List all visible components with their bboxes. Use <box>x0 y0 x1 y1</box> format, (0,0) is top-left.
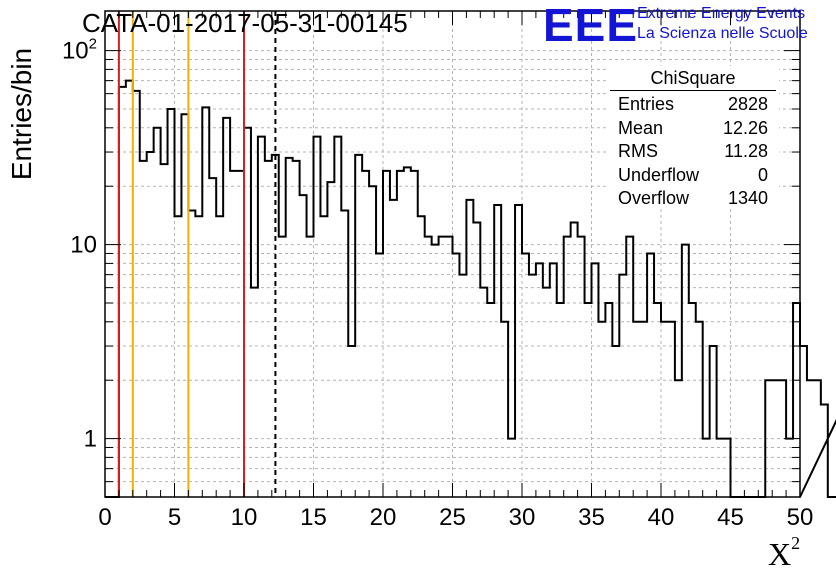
stat-label: RMS <box>618 141 658 161</box>
x-tick-label: 45 <box>717 504 744 531</box>
x-tick-label: 40 <box>648 504 675 531</box>
y-tick-label: 10 <box>70 232 97 259</box>
x-tick-label: 5 <box>168 504 181 531</box>
logo-line2: La Scienza nelle Scuole <box>637 25 808 42</box>
stat-value: 12.26 <box>722 117 768 138</box>
x-tick-label: 20 <box>370 504 397 531</box>
stats-title: ChiSquare <box>610 68 776 91</box>
histogram-line <box>105 79 836 498</box>
x-tick-label: 35 <box>578 504 605 531</box>
x-tick-label: 25 <box>439 504 466 531</box>
x-tick-label: 15 <box>300 504 327 531</box>
stat-overflow: Overflow 1340 <box>610 187 776 211</box>
stat-underflow: Underflow 0 <box>610 164 776 188</box>
y-axis-label: Entries/bin <box>6 47 37 181</box>
x-tick-label: 50 <box>787 504 814 531</box>
stat-entries: Entries 2828 <box>610 93 776 117</box>
stats-box: ChiSquare Entries 2828 Mean 12.26 RMS 11… <box>610 68 776 211</box>
x-tick-label: 30 <box>509 504 536 531</box>
stat-value: 2828 <box>727 94 768 114</box>
stats-box-bg <box>607 66 779 208</box>
stat-value: 11.28 <box>724 141 768 161</box>
x-axis-label: X2 <box>768 533 801 572</box>
x-tick-label: 0 <box>98 504 111 531</box>
stat-mean: Mean 12.26 <box>610 117 776 141</box>
eee-logo: EEE <box>543 0 639 51</box>
chart-title: CATA-01-2017-05-31-00145 <box>82 8 408 38</box>
stat-label: Mean <box>618 117 664 138</box>
stat-label: Entries <box>618 94 675 114</box>
stat-label: Overflow <box>618 188 690 208</box>
logo-line1: Extreme Energy Events <box>637 5 806 22</box>
x-tick-label: 10 <box>231 504 258 531</box>
stat-label: Underflow <box>618 164 700 185</box>
y-tick-label: 102 <box>62 36 97 65</box>
stat-rms: RMS 11.28 <box>610 140 776 164</box>
stat-value: 0 <box>757 164 768 185</box>
stat-value: 1340 <box>727 188 768 208</box>
y-tick-label: 1 <box>84 426 97 453</box>
